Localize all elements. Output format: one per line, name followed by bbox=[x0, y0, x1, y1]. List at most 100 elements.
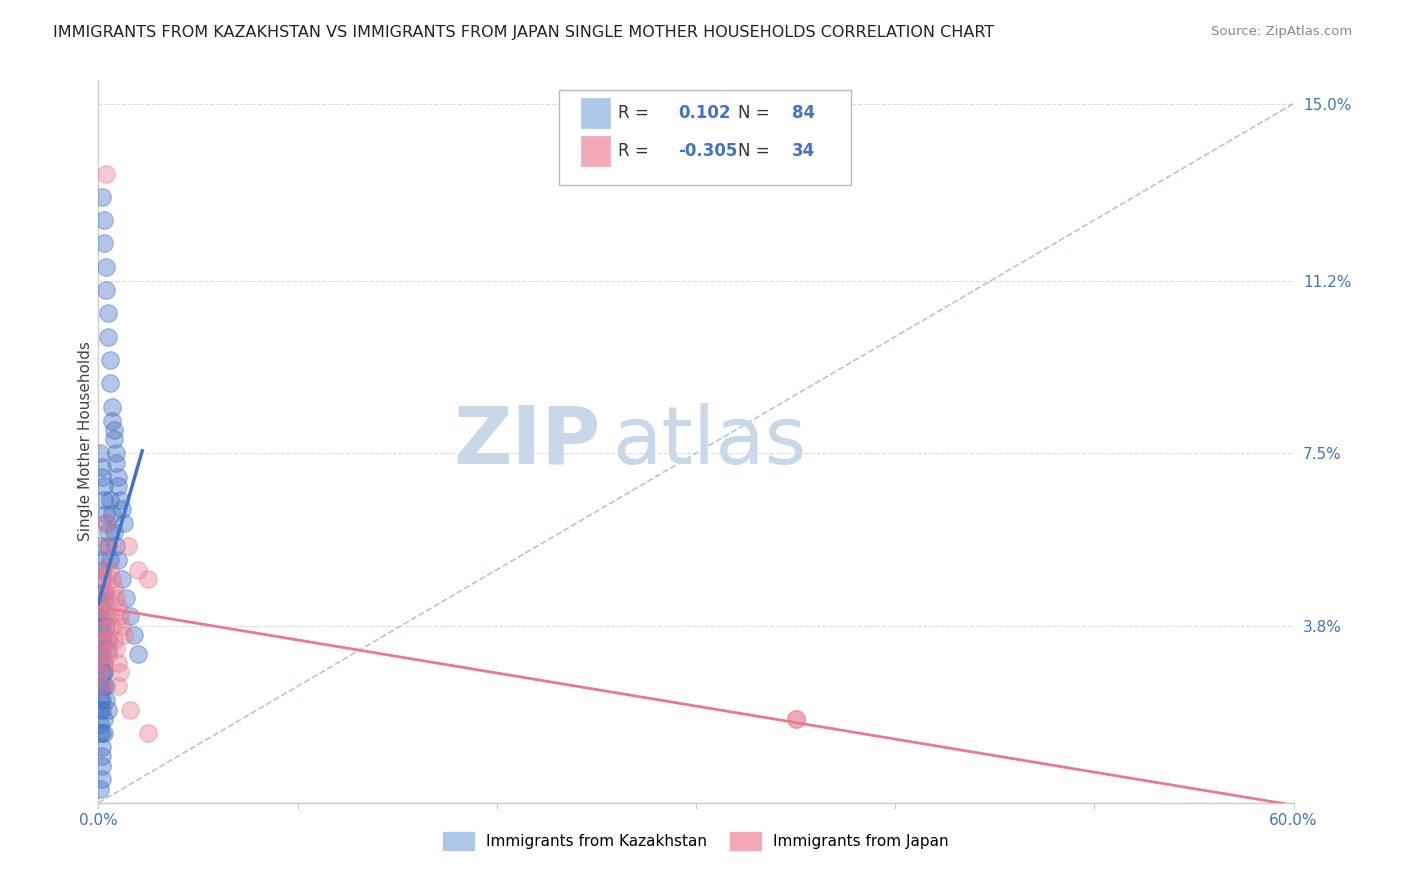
Point bbox=[89, 600, 111, 615]
Point bbox=[103, 632, 125, 647]
Point bbox=[97, 595, 120, 609]
Point bbox=[91, 460, 114, 475]
Point bbox=[93, 236, 115, 251]
Point bbox=[93, 479, 115, 493]
Point bbox=[93, 624, 115, 638]
Point bbox=[89, 656, 111, 670]
Text: R =: R = bbox=[619, 104, 654, 122]
Point bbox=[91, 609, 114, 624]
FancyBboxPatch shape bbox=[558, 90, 852, 185]
Point bbox=[103, 423, 125, 437]
Point bbox=[115, 591, 138, 605]
Point bbox=[93, 726, 115, 740]
Point bbox=[96, 167, 118, 181]
Point bbox=[110, 665, 132, 680]
Point bbox=[124, 628, 146, 642]
Point bbox=[91, 679, 114, 693]
Point bbox=[93, 492, 115, 507]
Point bbox=[91, 572, 114, 586]
Point bbox=[93, 656, 115, 670]
Point bbox=[89, 600, 111, 615]
Point bbox=[111, 502, 134, 516]
Text: 84: 84 bbox=[792, 104, 814, 122]
Point bbox=[127, 647, 149, 661]
Point bbox=[136, 726, 159, 740]
Point bbox=[101, 507, 124, 521]
Point bbox=[105, 446, 128, 460]
Point bbox=[93, 595, 115, 609]
Point bbox=[98, 563, 122, 577]
Point bbox=[101, 413, 124, 427]
Point bbox=[107, 479, 129, 493]
Point bbox=[117, 540, 139, 554]
Point bbox=[97, 642, 120, 657]
Point bbox=[107, 600, 129, 615]
Point bbox=[91, 618, 114, 632]
Point bbox=[96, 586, 118, 600]
Point bbox=[105, 642, 128, 657]
Point bbox=[111, 618, 134, 632]
Point bbox=[107, 469, 129, 483]
Point bbox=[97, 540, 120, 554]
Point bbox=[103, 525, 125, 540]
Point bbox=[91, 772, 114, 787]
Point bbox=[91, 758, 114, 772]
Point bbox=[96, 283, 118, 297]
FancyBboxPatch shape bbox=[581, 98, 610, 128]
Point bbox=[91, 693, 114, 707]
Point bbox=[98, 553, 122, 567]
Point bbox=[103, 432, 125, 446]
Point bbox=[127, 563, 149, 577]
Point bbox=[136, 572, 159, 586]
Point bbox=[101, 572, 124, 586]
Point bbox=[98, 609, 122, 624]
Point bbox=[98, 492, 122, 507]
Point bbox=[97, 540, 120, 554]
Point bbox=[101, 618, 124, 632]
Text: IMMIGRANTS FROM KAZAKHSTAN VS IMMIGRANTS FROM JAPAN SINGLE MOTHER HOUSEHOLDS COR: IMMIGRANTS FROM KAZAKHSTAN VS IMMIGRANTS… bbox=[53, 25, 994, 40]
Point bbox=[785, 712, 807, 726]
Point bbox=[89, 702, 111, 716]
Point bbox=[91, 726, 114, 740]
Point bbox=[91, 632, 114, 647]
Point bbox=[111, 572, 134, 586]
Text: 0.102: 0.102 bbox=[678, 104, 731, 122]
Point bbox=[91, 563, 114, 577]
Point bbox=[107, 553, 129, 567]
Point bbox=[112, 628, 135, 642]
Point bbox=[112, 516, 135, 530]
Point bbox=[89, 693, 111, 707]
Point bbox=[91, 563, 114, 577]
Point bbox=[96, 632, 118, 647]
Point bbox=[96, 618, 118, 632]
Point bbox=[89, 586, 111, 600]
Point bbox=[91, 665, 114, 680]
Text: R =: R = bbox=[619, 142, 654, 161]
Text: ZIP: ZIP bbox=[453, 402, 600, 481]
Text: atlas: atlas bbox=[613, 402, 807, 481]
Point bbox=[93, 586, 115, 600]
Text: Source: ZipAtlas.com: Source: ZipAtlas.com bbox=[1212, 25, 1353, 38]
Point bbox=[89, 716, 111, 731]
Point bbox=[785, 712, 807, 726]
Point bbox=[93, 665, 115, 680]
Point bbox=[97, 525, 120, 540]
Point bbox=[97, 702, 120, 716]
Point bbox=[89, 781, 111, 796]
Point bbox=[97, 329, 120, 343]
Point bbox=[96, 693, 118, 707]
Point bbox=[105, 540, 128, 554]
Point bbox=[96, 609, 118, 624]
Point bbox=[89, 553, 111, 567]
Point bbox=[110, 492, 132, 507]
Point bbox=[91, 679, 114, 693]
Point bbox=[89, 726, 111, 740]
Point bbox=[93, 712, 115, 726]
Text: 34: 34 bbox=[792, 142, 815, 161]
Point bbox=[93, 679, 115, 693]
Point bbox=[93, 213, 115, 227]
Point bbox=[96, 507, 118, 521]
Point bbox=[91, 647, 114, 661]
Point bbox=[107, 656, 129, 670]
Point bbox=[91, 469, 114, 483]
